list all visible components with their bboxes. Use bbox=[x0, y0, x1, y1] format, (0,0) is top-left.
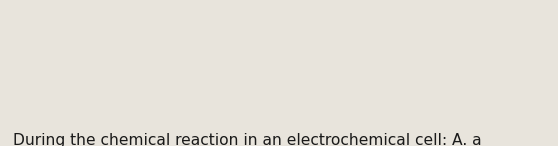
Text: During the chemical reaction in an electrochemical cell: A. a: During the chemical reaction in an elect… bbox=[13, 133, 482, 146]
